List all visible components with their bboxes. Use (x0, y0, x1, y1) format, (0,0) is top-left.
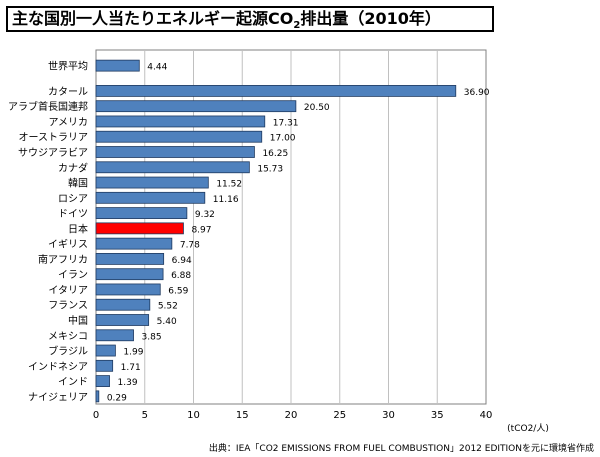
bar-3 (95, 115, 266, 128)
x-tick-label-15: 15 (236, 410, 249, 421)
x-axis-unit-label: (tCO2/人) (507, 423, 549, 434)
value-label-13: 6.88 (171, 271, 191, 281)
x-tick-label-20: 20 (285, 410, 298, 421)
category-label-18: ブラジル (48, 345, 88, 358)
value-label-10: 8.97 (191, 225, 211, 235)
value-label-7: 11.52 (216, 180, 242, 190)
bar-20 (95, 375, 110, 387)
category-label-12: 南アフリカ (38, 253, 88, 266)
value-label-11: 7.78 (180, 241, 200, 251)
value-label-16: 5.40 (157, 317, 177, 327)
category-label-2: アラブ首長国連邦 (8, 100, 88, 113)
category-label-8: ロシア (58, 194, 88, 205)
value-label-15: 5.52 (158, 302, 178, 312)
value-label-9: 9.32 (195, 210, 215, 220)
bar-21 (95, 390, 100, 403)
value-label-14: 6.59 (168, 286, 188, 296)
category-label-9: ドイツ (58, 209, 88, 220)
x-tick-label-40: 40 (480, 410, 493, 421)
value-label-18: 1.99 (123, 348, 143, 358)
bar-4 (95, 130, 263, 143)
bar-13 (95, 268, 164, 281)
value-label-19: 1.71 (121, 363, 141, 373)
value-label-8: 11.16 (213, 195, 239, 205)
bar-9 (95, 207, 188, 219)
category-label-0: 世界平均 (48, 61, 88, 73)
bar-8 (95, 191, 206, 204)
value-label-3: 17.31 (273, 118, 299, 128)
value-label-2: 20.50 (304, 103, 330, 113)
category-label-20: インド (58, 377, 88, 388)
x-tick-label-25: 25 (333, 410, 346, 421)
category-label-3: アメリカ (49, 116, 89, 128)
bar-7 (95, 176, 209, 189)
chart-title: 主な国別一人当たりエネルギー起源CO2排出量（2010年） (6, 6, 494, 32)
x-tick-label-5: 5 (142, 410, 148, 421)
bar-16 (95, 314, 150, 326)
bar-19 (95, 359, 114, 372)
chart-title-subscript: 2 (293, 20, 301, 32)
bar-12 (95, 253, 165, 265)
category-label-4: オーストラリア (19, 132, 89, 144)
bar-14 (95, 283, 161, 296)
category-label-21: ナイジェリア (28, 391, 88, 403)
category-label-10: 日本 (68, 222, 88, 235)
value-label-5: 16.25 (262, 149, 288, 159)
bar-15 (95, 298, 151, 311)
category-label-15: フランス (48, 300, 88, 312)
chart-title-prefix: 主な国別一人当たりエネルギー起源CO (12, 9, 294, 28)
category-label-13: イラン (58, 269, 88, 281)
bar-1 (95, 85, 457, 97)
value-label-4: 17.00 (270, 134, 296, 144)
bar-5 (95, 146, 255, 158)
category-label-7: 韓国 (68, 178, 88, 190)
value-label-21: 0.29 (107, 393, 127, 403)
category-label-19: インドネシア (28, 361, 88, 373)
value-label-1: 36.90 (464, 88, 490, 98)
value-label-6: 15.73 (257, 164, 283, 174)
bar-11 (95, 237, 173, 250)
bar-18 (95, 344, 116, 357)
category-label-1: カタール (48, 86, 88, 98)
category-label-6: カナダ (58, 161, 88, 174)
x-tick-label-30: 30 (382, 410, 395, 421)
value-label-12: 6.94 (172, 256, 192, 266)
value-label-20: 1.39 (118, 378, 138, 388)
value-label-17: 3.85 (142, 332, 162, 342)
category-label-17: メキシコ (48, 331, 88, 342)
category-label-14: イタリア (48, 284, 88, 296)
bar-2 (95, 100, 297, 113)
category-label-16: 中国 (68, 314, 88, 327)
category-label-11: イギリス (48, 239, 88, 251)
bar-17 (95, 329, 134, 342)
x-tick-label-35: 35 (431, 410, 444, 421)
bar-0 (95, 59, 140, 72)
category-label-5: サウジアラビア (18, 147, 88, 159)
x-tick-label-0: 0 (93, 410, 99, 421)
x-tick-label-10: 10 (187, 410, 200, 421)
bar-10 (95, 222, 184, 235)
value-label-0: 4.44 (147, 63, 167, 73)
source-note: 出典：IEA「CO2 EMISSIONS FROM FUEL COMBUSTIO… (208, 444, 594, 454)
chart-title-suffix: 排出量（2010年） (300, 9, 441, 28)
bar-6 (95, 161, 250, 174)
